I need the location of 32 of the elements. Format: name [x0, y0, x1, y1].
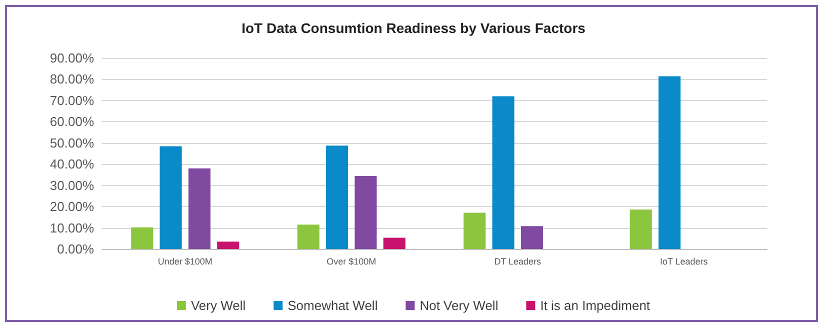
x-tick-label: DT Leaders — [494, 256, 542, 266]
legend-label: Not Very Well — [420, 298, 498, 313]
bar — [658, 76, 681, 249]
legend-label: Very Well — [190, 298, 246, 313]
bar — [383, 238, 406, 249]
bar — [131, 227, 154, 249]
y-tick-label: 80.00% — [50, 72, 94, 87]
bar — [630, 210, 652, 249]
x-tick-label: Under $100M — [158, 256, 212, 266]
x-tick-label: IoT Leaders — [660, 256, 708, 266]
bar — [464, 212, 486, 249]
x-tick-label: Over $100M — [326, 256, 376, 266]
bar — [492, 96, 514, 249]
y-tick-label: 50.00% — [50, 135, 94, 150]
bar — [160, 146, 182, 249]
bar — [217, 242, 240, 249]
y-tick-label: 70.00% — [50, 92, 94, 108]
y-tick-label: 0.00% — [57, 242, 94, 256]
y-tick-label: 30.00% — [50, 178, 94, 193]
bar — [188, 168, 210, 249]
bar — [326, 146, 348, 249]
legend-label: It is an Impediment — [540, 298, 650, 313]
y-tick-label: 90.00% — [50, 50, 94, 66]
y-tick-label: 10.00% — [50, 220, 94, 236]
bar — [520, 226, 543, 249]
legend-label: Somewhat Well — [288, 298, 378, 313]
bar — [297, 224, 320, 249]
y-tick-label: 60.00% — [50, 114, 94, 130]
y-tick-label: 20.00% — [50, 199, 94, 214]
y-tick-label: 40.00% — [50, 156, 94, 172]
chart-title: IoT Data Consumtion Readiness by Various Factors — [242, 20, 586, 36]
bar — [354, 176, 377, 249]
